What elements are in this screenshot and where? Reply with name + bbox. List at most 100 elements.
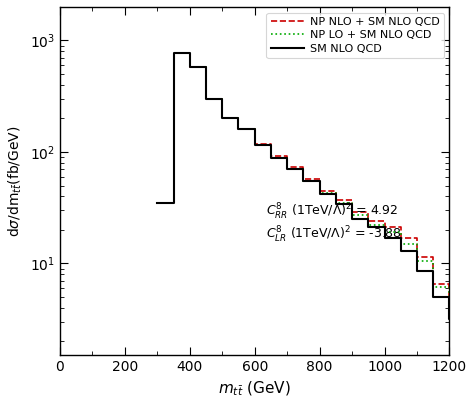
NP LO + SM NLO QCD — [252, 143, 257, 147]
SM NLO QCD — [203, 96, 209, 101]
NP NLO + SM NLO QCD — [268, 141, 274, 146]
NP LO + SM NLO QCD — [236, 127, 241, 132]
SM NLO QCD — [268, 143, 274, 147]
NP NLO + SM NLO QCD — [236, 116, 241, 121]
NP LO + SM NLO QCD — [284, 156, 290, 160]
NP NLO + SM NLO QCD — [430, 254, 436, 259]
SM NLO QCD — [333, 202, 339, 207]
SM NLO QCD — [414, 269, 420, 274]
NP NLO + SM NLO QCD — [252, 141, 257, 146]
SM NLO QCD — [430, 269, 436, 274]
SM NLO QCD — [349, 202, 355, 207]
NP LO + SM NLO QCD — [301, 179, 306, 183]
NP LO + SM NLO QCD — [414, 241, 420, 246]
NP NLO + SM NLO QCD — [203, 64, 209, 69]
NP LO + SM NLO QCD — [463, 308, 469, 313]
NP LO + SM NLO QCD — [268, 143, 274, 147]
Line: SM NLO QCD: SM NLO QCD — [157, 53, 466, 319]
Line: NP NLO + SM NLO QCD: NP NLO + SM NLO QCD — [157, 53, 466, 305]
NP LO + SM NLO QCD — [236, 116, 241, 121]
SM NLO QCD — [301, 179, 306, 183]
SM NLO QCD — [382, 235, 387, 240]
NP NLO + SM NLO QCD — [349, 198, 355, 202]
NP LO + SM NLO QCD — [219, 116, 225, 121]
NP NLO + SM NLO QCD — [171, 50, 176, 55]
SM NLO QCD — [284, 156, 290, 160]
NP LO + SM NLO QCD — [349, 213, 355, 218]
NP LO + SM NLO QCD — [268, 156, 274, 160]
SM NLO QCD — [398, 235, 404, 240]
SM NLO QCD — [365, 217, 371, 222]
SM NLO QCD — [236, 116, 241, 121]
NP NLO + SM NLO QCD — [430, 282, 436, 287]
NP NLO + SM NLO QCD — [333, 188, 339, 193]
SM NLO QCD — [382, 225, 387, 230]
SM NLO QCD — [187, 64, 192, 69]
NP NLO + SM NLO QCD — [219, 116, 225, 121]
Line: NP LO + SM NLO QCD: NP LO + SM NLO QCD — [157, 53, 466, 310]
SM NLO QCD — [430, 294, 436, 299]
NP LO + SM NLO QCD — [398, 241, 404, 246]
NP LO + SM NLO QCD — [171, 200, 176, 205]
NP LO + SM NLO QCD — [447, 308, 452, 313]
NP NLO + SM NLO QCD — [203, 96, 209, 101]
NP LO + SM NLO QCD — [284, 167, 290, 172]
NP NLO + SM NLO QCD — [317, 177, 322, 181]
NP NLO + SM NLO QCD — [317, 188, 322, 193]
SM NLO QCD — [414, 248, 420, 253]
NP LO + SM NLO QCD — [430, 259, 436, 264]
SM NLO QCD — [203, 64, 209, 69]
NP NLO + SM NLO QCD — [382, 219, 387, 224]
SM NLO QCD — [187, 50, 192, 55]
SM NLO QCD — [365, 225, 371, 230]
NP LO + SM NLO QCD — [219, 96, 225, 101]
Y-axis label: d$\sigma$/dm$_{t\bar{t}}$(fb/GeV): d$\sigma$/dm$_{t\bar{t}}$(fb/GeV) — [7, 125, 24, 237]
NP NLO + SM NLO QCD — [398, 235, 404, 240]
X-axis label: $m_{t\bar{t}}$ (GeV): $m_{t\bar{t}}$ (GeV) — [219, 379, 291, 398]
SM NLO QCD — [171, 200, 176, 205]
SM NLO QCD — [252, 143, 257, 147]
NP LO + SM NLO QCD — [301, 167, 306, 172]
NP LO + SM NLO QCD — [430, 284, 436, 289]
NP LO + SM NLO QCD — [382, 223, 387, 228]
SM NLO QCD — [398, 248, 404, 253]
NP LO + SM NLO QCD — [382, 230, 387, 235]
NP LO + SM NLO QCD — [447, 284, 452, 289]
NP NLO + SM NLO QCD — [414, 254, 420, 259]
NP NLO + SM NLO QCD — [414, 235, 420, 240]
SM NLO QCD — [252, 127, 257, 132]
SM NLO QCD — [268, 156, 274, 160]
NP NLO + SM NLO QCD — [171, 200, 176, 205]
NP LO + SM NLO QCD — [187, 50, 192, 55]
SM NLO QCD — [236, 127, 241, 132]
SM NLO QCD — [301, 167, 306, 172]
NP NLO + SM NLO QCD — [187, 64, 192, 69]
NP LO + SM NLO QCD — [414, 259, 420, 264]
NP NLO + SM NLO QCD — [219, 96, 225, 101]
NP NLO + SM NLO QCD — [284, 165, 290, 170]
SM NLO QCD — [333, 192, 339, 196]
NP LO + SM NLO QCD — [187, 64, 192, 69]
NP LO + SM NLO QCD — [333, 190, 339, 195]
NP LO + SM NLO QCD — [349, 200, 355, 205]
NP LO + SM NLO QCD — [155, 200, 160, 205]
SM NLO QCD — [447, 294, 452, 299]
NP LO + SM NLO QCD — [317, 179, 322, 183]
NP LO + SM NLO QCD — [203, 64, 209, 69]
NP NLO + SM NLO QCD — [365, 209, 371, 214]
NP NLO + SM NLO QCD — [301, 165, 306, 170]
SM NLO QCD — [219, 96, 225, 101]
NP NLO + SM NLO QCD — [398, 225, 404, 230]
NP LO + SM NLO QCD — [252, 127, 257, 132]
NP NLO + SM NLO QCD — [301, 177, 306, 181]
Legend: NP NLO + SM NLO QCD, NP LO + SM NLO QCD, SM NLO QCD: NP NLO + SM NLO QCD, NP LO + SM NLO QCD,… — [266, 13, 444, 58]
NP NLO + SM NLO QCD — [236, 126, 241, 131]
NP NLO + SM NLO QCD — [365, 219, 371, 224]
SM NLO QCD — [317, 192, 322, 196]
NP NLO + SM NLO QCD — [349, 209, 355, 214]
SM NLO QCD — [349, 217, 355, 222]
NP LO + SM NLO QCD — [171, 50, 176, 55]
SM NLO QCD — [284, 167, 290, 172]
NP LO + SM NLO QCD — [317, 190, 322, 195]
NP LO + SM NLO QCD — [398, 230, 404, 235]
